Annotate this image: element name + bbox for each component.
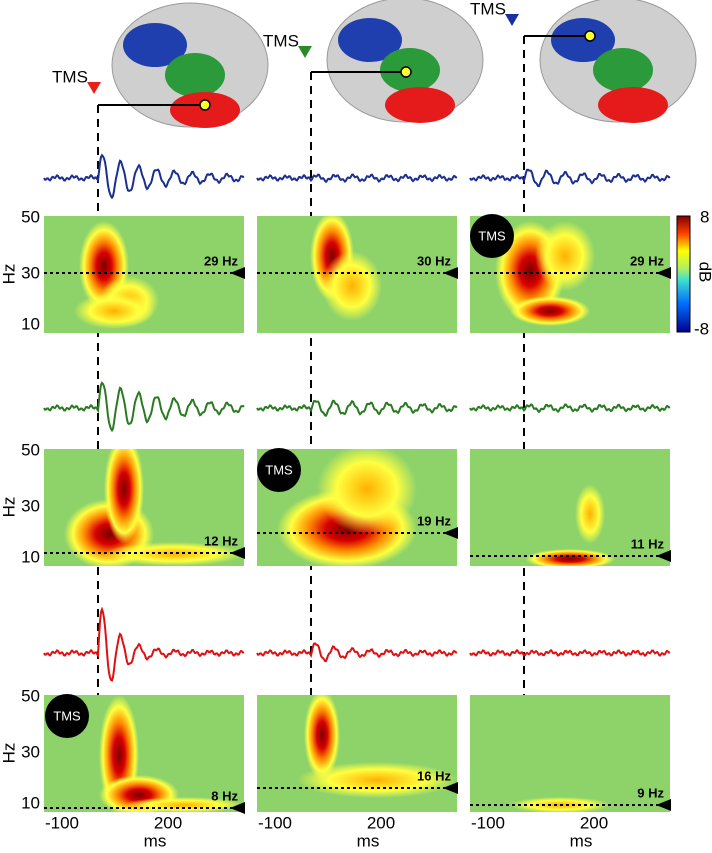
colorbar-label: dB [696, 262, 712, 283]
x-tick-label: -100 [471, 813, 505, 832]
brain-region [593, 48, 653, 92]
power-blob [304, 695, 340, 780]
x-tick-label: 200 [367, 813, 395, 832]
peak-label: 11 Hz [631, 536, 665, 551]
brain-region [598, 87, 668, 123]
y-tick-label: 50 [21, 207, 40, 226]
colorbar-min: -8 [694, 319, 709, 338]
peak-arrow [230, 267, 245, 279]
y-tick-label: 10 [21, 793, 40, 812]
signal [469, 403, 671, 414]
badge-label: TMS [53, 708, 81, 723]
stim-badge [470, 214, 514, 258]
y-tick-label: 10 [21, 547, 40, 566]
y-tick-label: 10 [21, 314, 40, 333]
x-axis-label: ms [144, 831, 167, 850]
peak-arrow [656, 550, 671, 562]
signal [256, 399, 458, 417]
signal [43, 381, 245, 433]
power-map [74, 221, 159, 329]
power-blob [74, 293, 154, 329]
y-tick-label: 50 [21, 440, 40, 459]
peak-arrow [443, 527, 458, 539]
y-axis-label: Hz [0, 743, 18, 764]
colorbar [676, 215, 691, 333]
signal [43, 153, 245, 200]
x-tick-label: -100 [45, 813, 79, 832]
badge-label: TMS [478, 228, 506, 243]
x-tick-label: 200 [154, 813, 182, 832]
peak-label: 30 Hz [417, 253, 451, 268]
peak-arrow [656, 799, 671, 811]
brain-region [385, 87, 455, 123]
stim-label: TMS [470, 0, 506, 18]
x-tick-label: -100 [258, 813, 292, 832]
power-blob [104, 449, 144, 544]
x-axis-label: ms [357, 831, 380, 850]
stim-badge [45, 694, 89, 738]
power-blob [104, 542, 244, 566]
marker [199, 99, 211, 111]
y-axis-label: Hz [0, 497, 18, 518]
power-blob [317, 449, 417, 534]
marker [584, 30, 596, 42]
signal [469, 648, 671, 658]
spectrogram [470, 695, 670, 812]
power-map [310, 216, 382, 321]
badge-label: TMS [265, 462, 293, 477]
power-map [64, 449, 244, 566]
peak-arrow [443, 267, 458, 279]
peak-arrow [230, 547, 245, 559]
spectrogram [470, 449, 670, 566]
peak-label: 29 Hz [630, 253, 664, 268]
stim-arrow [298, 46, 312, 58]
peak-label: 29 Hz [204, 253, 238, 268]
brain-region [123, 23, 187, 67]
peak-label: 8 Hz [211, 788, 238, 803]
stim-label: TMS [263, 31, 299, 50]
x-axis-label: ms [570, 831, 593, 850]
peak-label: 16 Hz [417, 768, 451, 783]
y-tick-label: 30 [21, 742, 40, 761]
peak-arrow [230, 802, 245, 814]
marker [400, 66, 412, 78]
x-tick-label: 200 [580, 813, 608, 832]
power-map [525, 484, 615, 566]
stim-label: TMS [52, 67, 88, 86]
y-axis-label: Hz [0, 264, 18, 285]
stim-arrow [87, 82, 101, 94]
signal [256, 173, 458, 184]
power-map [277, 449, 417, 566]
power-blob [535, 221, 595, 291]
peak-arrow [656, 267, 671, 279]
power-blob [322, 251, 382, 321]
peak-arrow [443, 782, 458, 794]
signal [256, 642, 458, 663]
brain-region [338, 18, 402, 62]
peak-label: 19 Hz [417, 513, 451, 528]
colorbar-max: 8 [700, 207, 709, 226]
power-blob [575, 484, 605, 544]
power-blob [525, 549, 615, 566]
brain-region [551, 18, 615, 62]
y-tick-label: 50 [21, 686, 40, 705]
peak-label: 9 Hz [637, 785, 664, 800]
power-blob [510, 296, 590, 326]
signal [469, 168, 671, 188]
brain-region [165, 53, 225, 97]
y-tick-label: 30 [21, 496, 40, 515]
signal [43, 606, 245, 682]
stim-badge [257, 448, 301, 492]
stim-arrow [505, 14, 519, 26]
y-tick-label: 30 [21, 263, 40, 282]
peak-label: 12 Hz [204, 533, 238, 548]
